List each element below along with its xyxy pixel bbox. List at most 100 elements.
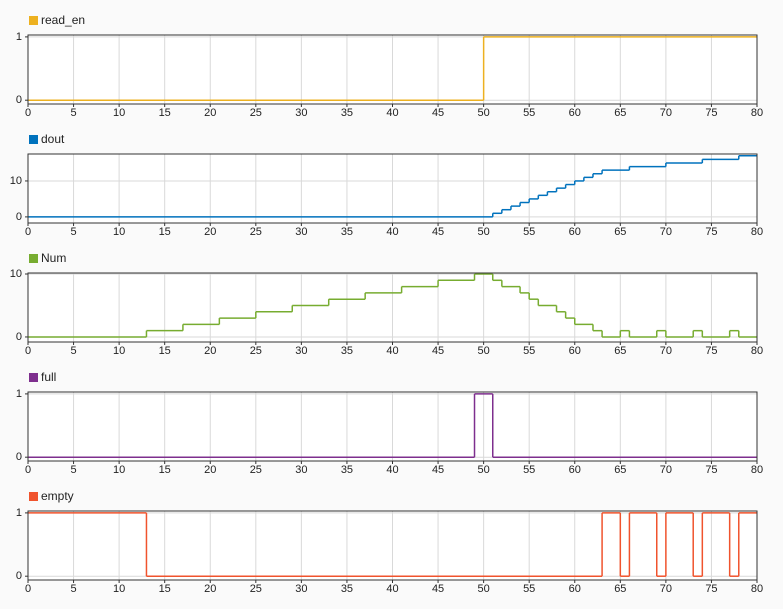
x-tick-label: 10 (113, 464, 125, 476)
x-tick-label: 15 (159, 107, 171, 119)
x-tick-label: 5 (71, 464, 77, 476)
x-tick-label: 60 (569, 464, 581, 476)
x-tick-label: 70 (660, 345, 672, 357)
x-tick-label: 30 (295, 464, 307, 476)
x-tick-label: 45 (432, 226, 444, 238)
y-tick-label: 0 (16, 94, 22, 106)
x-tick-label: 65 (614, 464, 626, 476)
x-tick-label: 80 (751, 345, 763, 357)
x-tick-label: 45 (432, 107, 444, 119)
x-tick-label: 0 (25, 464, 31, 476)
x-tick-label: 10 (113, 226, 125, 238)
legend-swatch (29, 254, 38, 263)
x-tick-label: 65 (614, 345, 626, 357)
x-tick-label: 0 (25, 226, 31, 238)
x-tick-label: 5 (71, 226, 77, 238)
x-tick-label: 50 (478, 345, 490, 357)
x-tick-label: 55 (523, 107, 535, 119)
x-tick-label: 0 (25, 107, 31, 119)
x-tick-label: 25 (250, 345, 262, 357)
legend-label: empty (41, 489, 74, 503)
legend-swatch (29, 135, 38, 144)
plot-border (27, 34, 758, 105)
x-tick-label: 35 (341, 464, 353, 476)
x-tick-label: 55 (523, 583, 535, 595)
y-tick-label: 1 (16, 388, 22, 400)
legend-label: dout (41, 132, 65, 146)
plot-border (27, 153, 758, 224)
x-tick-label: 65 (614, 226, 626, 238)
x-tick-label: 80 (751, 464, 763, 476)
x-tick-label: 80 (751, 107, 763, 119)
x-tick-label: 50 (478, 226, 490, 238)
legend-label: Num (41, 251, 66, 265)
x-tick-label: 5 (71, 345, 77, 357)
x-tick-label: 30 (295, 345, 307, 357)
x-tick-label: 45 (432, 464, 444, 476)
x-tick-label: 75 (705, 226, 717, 238)
x-tick-label: 55 (523, 345, 535, 357)
plot-border (27, 391, 758, 462)
x-tick-label: 55 (523, 464, 535, 476)
x-tick-label: 20 (204, 107, 216, 119)
x-tick-label: 35 (341, 226, 353, 238)
x-tick-label: 60 (569, 583, 581, 595)
x-tick-label: 40 (386, 464, 398, 476)
legend-label: read_en (41, 13, 85, 27)
y-tick-label: 0 (16, 451, 22, 463)
x-tick-label: 15 (159, 226, 171, 238)
x-tick-label: 65 (614, 107, 626, 119)
x-tick-label: 20 (204, 226, 216, 238)
x-tick-label: 10 (113, 583, 125, 595)
x-tick-label: 70 (660, 226, 672, 238)
x-tick-label: 75 (705, 345, 717, 357)
x-tick-label: 10 (113, 345, 125, 357)
x-tick-label: 80 (751, 583, 763, 595)
x-tick-label: 15 (159, 583, 171, 595)
x-tick-label: 10 (113, 107, 125, 119)
x-tick-label: 5 (71, 107, 77, 119)
x-tick-label: 45 (432, 345, 444, 357)
x-tick-label: 30 (295, 226, 307, 238)
x-tick-label: 20 (204, 583, 216, 595)
x-tick-label: 0 (25, 583, 31, 595)
x-tick-label: 20 (204, 464, 216, 476)
x-tick-label: 20 (204, 345, 216, 357)
x-tick-label: 75 (705, 107, 717, 119)
x-tick-label: 25 (250, 464, 262, 476)
x-tick-label: 45 (432, 583, 444, 595)
x-tick-label: 50 (478, 583, 490, 595)
x-tick-label: 25 (250, 226, 262, 238)
x-tick-label: 70 (660, 464, 672, 476)
y-tick-label: 1 (16, 507, 22, 519)
x-tick-label: 15 (159, 345, 171, 357)
x-tick-label: 35 (341, 583, 353, 595)
x-tick-label: 65 (614, 583, 626, 595)
x-tick-label: 5 (71, 583, 77, 595)
legend-label: full (41, 370, 56, 384)
y-tick-label: 10 (10, 175, 22, 187)
x-tick-label: 30 (295, 107, 307, 119)
x-tick-label: 60 (569, 107, 581, 119)
x-tick-label: 15 (159, 464, 171, 476)
x-tick-label: 80 (751, 226, 763, 238)
y-tick-label: 10 (10, 268, 22, 280)
x-tick-label: 30 (295, 583, 307, 595)
legend-swatch (29, 373, 38, 382)
x-tick-label: 40 (386, 345, 398, 357)
x-tick-label: 60 (569, 226, 581, 238)
x-tick-label: 40 (386, 226, 398, 238)
x-tick-label: 25 (250, 107, 262, 119)
x-tick-label: 40 (386, 107, 398, 119)
x-tick-label: 25 (250, 583, 262, 595)
x-tick-label: 50 (478, 107, 490, 119)
x-tick-label: 70 (660, 107, 672, 119)
legend-swatch (29, 16, 38, 25)
legend-swatch (29, 492, 38, 501)
y-tick-label: 0 (16, 570, 22, 582)
x-tick-label: 0 (25, 345, 31, 357)
x-tick-label: 75 (705, 464, 717, 476)
x-tick-label: 35 (341, 345, 353, 357)
x-tick-label: 55 (523, 226, 535, 238)
